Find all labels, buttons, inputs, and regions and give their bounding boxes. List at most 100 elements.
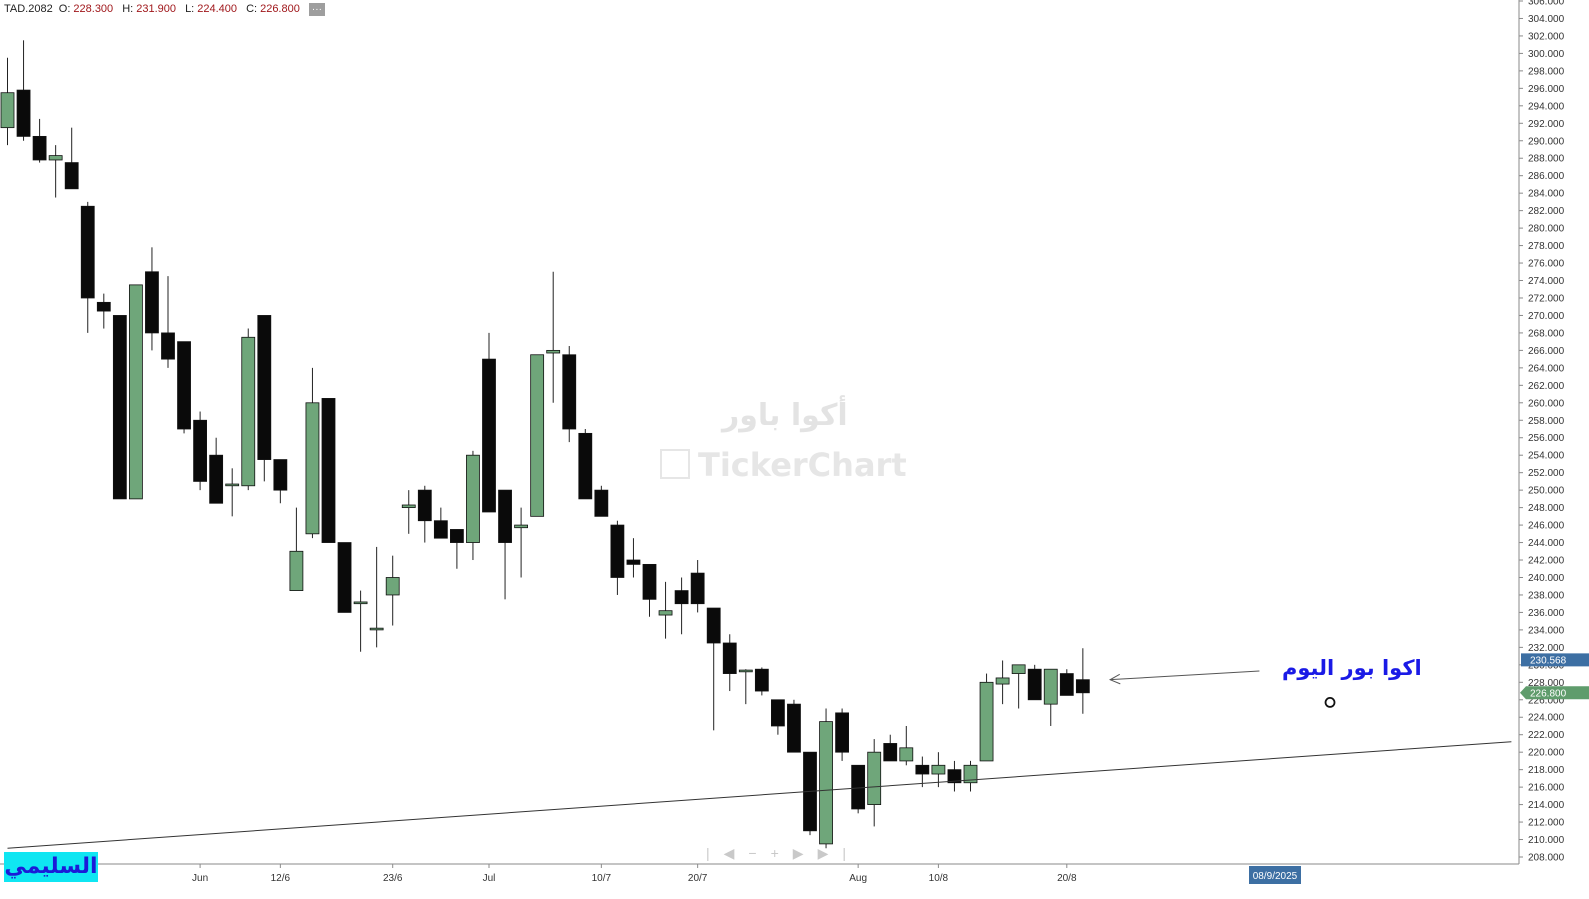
symbol-label: TAD.2082 [4,3,53,16]
candle[interactable] [177,341,191,434]
candle[interactable] [722,634,737,692]
candle[interactable] [803,751,817,836]
candle[interactable] [738,669,753,705]
candle[interactable] [963,760,978,792]
candle[interactable] [674,577,689,635]
candle[interactable] [771,699,785,735]
watermark-brand: TickerChart [660,446,907,484]
more-options-button[interactable]: ··· [308,3,325,16]
price-axis[interactable]: 208.000 210.000 212.000 214.000 216.000 218.0… [1518,0,1589,864]
candle-body-down [1075,679,1090,694]
candle[interactable] [353,590,368,652]
candle[interactable] [626,538,641,578]
scroll-right-icon[interactable]: ▶ [792,845,818,861]
candle[interactable] [979,673,994,762]
candle[interactable] [128,284,143,500]
candle[interactable] [209,437,224,504]
candle[interactable] [369,546,384,648]
annotation-arrow[interactable] [1110,670,1260,681]
candle[interactable] [80,201,95,333]
candle[interactable] [995,660,1010,705]
candle[interactable] [514,507,528,578]
candle[interactable] [578,429,593,500]
candle[interactable] [835,708,849,761]
candle[interactable] [1075,648,1090,714]
candle[interactable] [658,581,673,639]
candle-body-down [771,699,785,727]
candle[interactable] [417,485,432,543]
candle[interactable] [241,328,256,491]
candle[interactable] [819,708,833,849]
candle[interactable] [466,450,480,561]
time-axis[interactable]: Jun 12/6 23/6 Jul 10/7 20/7 Aug 10/8 20/8 08/9/20… [0,863,1519,884]
candle[interactable] [851,764,866,814]
candle[interactable] [449,529,464,569]
candle-body-up [225,483,240,487]
time-tick-label: Jul [483,873,496,884]
zoom-in-icon[interactable]: + [770,845,793,861]
candle[interactable] [1043,668,1058,726]
candle[interactable] [16,40,31,141]
annotation-text[interactable]: اكوا بور اليوم [1282,656,1422,680]
candle[interactable] [1011,664,1026,709]
price-badge-label: 230.568 [1530,655,1567,666]
candle[interactable] [931,752,946,788]
candle[interactable] [899,725,914,766]
scroll-to-end-icon[interactable]: ▶| [817,845,860,861]
candle[interactable] [0,57,15,146]
candle[interactable] [482,332,496,513]
candle[interactable] [530,354,545,517]
candle[interactable] [337,542,352,613]
candle[interactable] [594,485,609,517]
price-badge: 226.800 [1520,686,1589,700]
candle[interactable] [787,699,801,753]
date-badge-shape [1249,866,1301,884]
candle[interactable] [883,734,898,762]
candle[interactable] [867,739,882,827]
candle[interactable] [754,667,769,696]
annotation-marker-icon[interactable] [1324,696,1336,708]
candle[interactable] [1059,669,1074,696]
zoom-out-icon[interactable]: − [748,845,771,861]
candle[interactable] [145,247,159,351]
candle-body-down [16,89,31,137]
candle[interactable] [32,118,47,163]
candle[interactable] [690,560,705,613]
candle[interactable] [546,271,561,403]
price-tick-label: 300.000 [1528,49,1565,60]
candle-body-up [466,454,480,543]
candle[interactable] [1027,664,1042,701]
price-tick-label: 224.000 [1528,713,1565,724]
trendline[interactable] [7,741,1512,849]
candle[interactable] [915,756,930,788]
candle-body-up [385,577,400,596]
candle[interactable] [401,490,416,534]
scroll-left-icon[interactable]: ◀ [723,845,749,861]
candle[interactable] [225,468,240,517]
price-tick-label: 282.000 [1528,206,1565,217]
candle[interactable] [96,293,111,329]
candle[interactable] [112,315,127,500]
candle[interactable] [498,489,512,600]
candle[interactable] [385,555,400,626]
candle[interactable] [321,398,336,543]
candle[interactable] [706,607,721,731]
candle[interactable] [562,346,577,443]
candle[interactable] [193,411,208,491]
candle[interactable] [64,127,79,190]
candle[interactable] [642,563,657,617]
time-tick-label: 20/8 [1057,873,1077,884]
candle-body-down [498,489,512,543]
candle[interactable] [257,315,272,482]
candle[interactable] [289,507,304,591]
candle[interactable] [305,367,320,539]
candle[interactable] [433,507,448,539]
candle[interactable] [947,760,962,792]
candle[interactable] [610,520,625,595]
candle[interactable] [161,276,175,368]
candle[interactable] [273,459,288,504]
price-tick-label: 304.000 [1528,14,1565,25]
chart-logo-icon [660,449,690,479]
candle[interactable] [48,145,63,198]
